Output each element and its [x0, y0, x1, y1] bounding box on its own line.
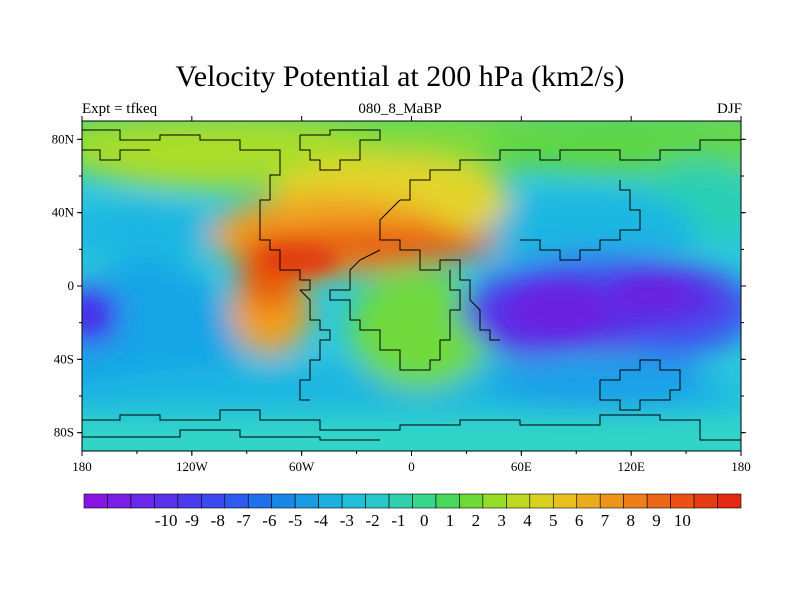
colorbar-swatch	[412, 493, 437, 509]
experiment-label: Expt = tfkeq	[82, 101, 158, 117]
colorbar-label: 7	[601, 511, 610, 530]
colorbar-swatch	[670, 493, 695, 509]
colorbar-label: 4	[523, 511, 532, 530]
colorbar-swatch	[318, 493, 343, 509]
colorbar-label: -10	[155, 511, 178, 530]
lon-tick-label: 180	[72, 459, 92, 474]
colorbar-swatch	[459, 493, 484, 509]
colorbar-label: -8	[211, 511, 225, 530]
colorbar-swatch	[646, 493, 671, 509]
lat-tick-label: 80N	[52, 131, 75, 146]
colorbar-label: -7	[236, 511, 251, 530]
colorbar-swatch	[623, 493, 648, 509]
lon-tick-label: 120W	[176, 459, 209, 474]
coastline-outlines	[82, 129, 741, 441]
colorbar-label: -9	[185, 511, 199, 530]
lat-tick-label: 80S	[54, 425, 74, 440]
colorbar-label: 9	[652, 511, 661, 530]
colorbar-swatch	[201, 493, 226, 509]
lat-tick-label: 40S	[54, 351, 74, 366]
colorbar-swatch	[482, 493, 507, 509]
colorbar-label: -5	[288, 511, 302, 530]
lat-tick-label: 0	[68, 278, 75, 293]
colorbar-swatch	[341, 493, 366, 509]
colorbar-label: -4	[314, 511, 329, 530]
colorbar-swatch	[529, 493, 554, 509]
colorbar-swatch	[435, 493, 460, 509]
colorbar-label: -2	[366, 511, 380, 530]
colorbar-swatch	[599, 493, 624, 509]
colorbar-label: 10	[674, 511, 691, 530]
plot-title: Velocity Potential at 200 hPa (km2/s)	[175, 60, 625, 93]
lon-tick-label: 60E	[511, 459, 532, 474]
colorbar-label: 2	[472, 511, 481, 530]
colorbar-swatch	[717, 493, 742, 509]
season-label: DJF	[716, 101, 742, 117]
colorbar-swatch	[576, 493, 601, 509]
colorbar-swatch	[247, 493, 273, 509]
colorbar-swatch	[224, 493, 249, 509]
colorbar-swatch	[552, 493, 578, 509]
colorbar-swatch	[177, 493, 202, 509]
contour-field	[82, 121, 741, 451]
colorbar-swatch	[130, 493, 155, 509]
lon-tick-label: 120E	[617, 459, 645, 474]
colorbar-label: 0	[420, 511, 429, 530]
colorbar-label: -3	[340, 511, 354, 530]
colorbar-label: 5	[549, 511, 558, 530]
longitude-axis: 180 120W 60W 0 60E 120E 180	[72, 116, 751, 474]
colorbar-swatch	[154, 493, 179, 509]
lon-tick-label: 60W	[289, 459, 315, 474]
colorbar-swatch	[365, 493, 390, 509]
colorbar-swatch	[271, 493, 296, 509]
colorbar-label: -1	[391, 511, 405, 530]
colorbar-label: 8	[626, 511, 635, 530]
lon-tick-label: 0	[408, 459, 415, 474]
lon-tick-label: 180	[731, 459, 751, 474]
colorbar-swatch	[693, 493, 718, 509]
colorbar-swatch	[294, 493, 319, 509]
latitude-axis: 80N 40N 0 40S 80S	[52, 131, 746, 440]
colorbar-label: 1	[446, 511, 455, 530]
colorbar-swatch	[506, 493, 531, 509]
colorbar-swatch	[107, 493, 132, 509]
subtitle-label: 080_8_MaBP	[358, 101, 442, 117]
lat-tick-label: 40N	[52, 205, 75, 220]
colorbar-label: -6	[262, 511, 276, 530]
colorbar-swatch	[388, 493, 413, 509]
colorbar-label: 3	[497, 511, 506, 530]
colorbar-swatch	[83, 493, 108, 509]
colorbar: -10 -9 -8 -7 -6 -5 -4 -3 -2 -1 0 1 2 3 4 5 6 7 8 9 10	[83, 493, 742, 530]
colorbar-label: 6	[575, 511, 584, 530]
